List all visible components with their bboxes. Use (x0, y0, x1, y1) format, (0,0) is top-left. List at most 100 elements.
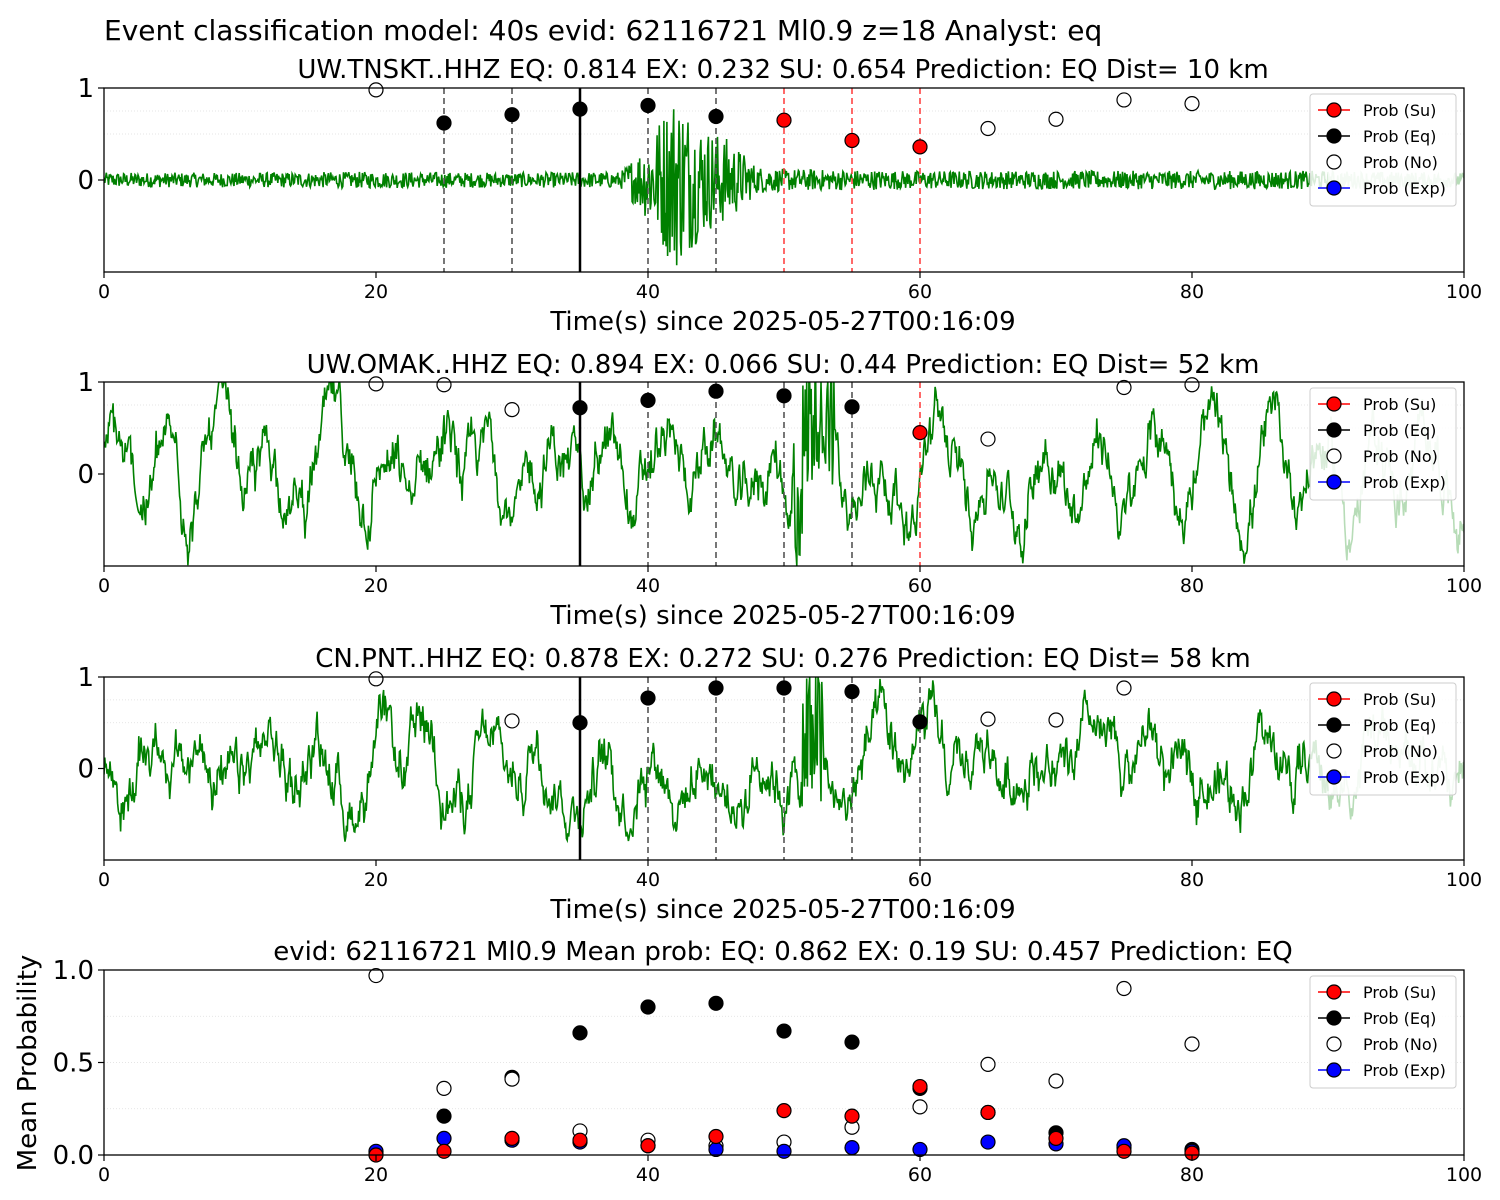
prob-marker-probno (504, 713, 520, 729)
x-tick-label: 60 (908, 1164, 932, 1186)
panel-station-tnskt: UW.TNSKT..HHZ EQ: 0.814 EX: 0.232 SU: 0.… (77, 55, 1482, 337)
prob-marker-probeq (640, 690, 656, 706)
x-tick-label: 80 (1180, 869, 1204, 891)
prob-marker-probsu (504, 1130, 520, 1146)
prob-marker-probno (1048, 1073, 1064, 1089)
legend-label-eq: Prob (Eq) (1363, 127, 1436, 146)
prob-marker-probexp (844, 1139, 860, 1156)
x-tick-label: 60 (908, 869, 932, 891)
prob-marker-probexp (912, 1141, 928, 1158)
prob-marker-probsu (1048, 1130, 1064, 1146)
x-tick-label: 40 (636, 869, 660, 891)
x-tick-label: 80 (1180, 1164, 1204, 1186)
x-tick-label: 80 (1180, 575, 1204, 597)
x-tick-label: 0 (98, 1164, 110, 1186)
legend-label-no: Prob (No) (1363, 1035, 1438, 1054)
x-axis-label: Time(s) since 2025-05-27T00:16:09 (549, 307, 1015, 337)
x-tick-label: 20 (364, 869, 388, 891)
prob-marker-probno (980, 711, 996, 727)
legend-box (1309, 682, 1457, 796)
prob-marker-probeq (640, 999, 656, 1015)
prob-marker-probno (1048, 712, 1064, 728)
prob-marker-probno (368, 967, 384, 984)
prob-marker-probsu (640, 1138, 656, 1154)
legend-marker (1326, 743, 1342, 759)
prob-marker-probsu (912, 425, 928, 441)
y-tick-label: 0 (77, 166, 94, 196)
legend-label-no: Prob (No) (1363, 447, 1438, 466)
prob-marker-probsu (912, 1078, 928, 1095)
prob-marker-probeq (436, 1108, 452, 1124)
prob-marker-probsu (980, 1104, 996, 1121)
prob-marker-probsu (844, 132, 860, 149)
y-tick-label: 0.0 (53, 1141, 94, 1171)
prob-marker-probno (1184, 1036, 1200, 1052)
x-tick-label: 60 (908, 281, 932, 303)
prob-marker-probno (1184, 96, 1200, 112)
prob-marker-probeq (572, 1025, 588, 1041)
legend-marker (1326, 717, 1342, 733)
legend-label-eq: Prob (Eq) (1363, 421, 1436, 440)
panel-title: UW.OMAK..HHZ EQ: 0.894 EX: 0.066 SU: 0.4… (307, 350, 1260, 380)
prob-marker-probeq (776, 680, 792, 696)
prob-marker-probeq (572, 715, 588, 731)
prob-marker-probno (912, 1099, 928, 1115)
prob-marker-probno (504, 402, 520, 418)
x-tick-label: 40 (636, 281, 660, 303)
x-tick-label: 20 (364, 1164, 388, 1186)
prob-marker-probeq (708, 108, 724, 125)
prob-marker-probexp (708, 1141, 724, 1158)
prob-marker-probsu (844, 1108, 860, 1124)
legend-label-su: Prob (Su) (1363, 983, 1436, 1002)
prob-marker-probeq (708, 383, 724, 399)
x-tick-label: 20 (364, 281, 388, 303)
prob-marker-probno (1116, 980, 1132, 997)
prob-marker-probeq (844, 1034, 860, 1050)
legend-label-su: Prob (Su) (1363, 690, 1436, 709)
x-tick-label: 100 (1446, 281, 1482, 303)
legend-label-no: Prob (No) (1363, 742, 1438, 761)
prob-marker-probsu (776, 1102, 792, 1119)
legend-marker (1326, 1062, 1342, 1078)
prob-marker-probno (436, 377, 452, 393)
prob-marker-probno (980, 431, 996, 447)
legend-marker (1326, 984, 1342, 1000)
prob-marker-probsu (572, 1132, 588, 1148)
prob-marker-probeq (504, 107, 520, 123)
prob-marker-probno (1116, 379, 1132, 396)
prob-marker-probeq (844, 399, 860, 415)
prob-marker-probno (368, 82, 384, 98)
prob-marker-probeq (776, 1023, 792, 1039)
legend-label-exp: Prob (Exp) (1363, 1061, 1446, 1080)
prob-marker-probsu (436, 1143, 452, 1159)
x-tick-label: 100 (1446, 1164, 1482, 1186)
prob-marker-probno (980, 1056, 996, 1072)
legend-marker (1326, 474, 1342, 490)
prob-marker-probeq (572, 101, 588, 117)
prob-marker-probeq (640, 97, 656, 114)
prob-marker-probno (436, 1080, 452, 1097)
x-tick-label: 80 (1180, 281, 1204, 303)
panel-station-omak: UW.OMAK..HHZ EQ: 0.894 EX: 0.066 SU: 0.4… (77, 350, 1482, 631)
y-tick-label: 1 (77, 368, 94, 398)
y-tick-label: 0.5 (53, 1049, 94, 1079)
legend-label-su: Prob (Su) (1363, 395, 1436, 414)
legend-label-exp: Prob (Exp) (1363, 768, 1446, 787)
prob-marker-probno (1116, 680, 1132, 696)
x-tick-label: 40 (636, 1164, 660, 1186)
legend-label-eq: Prob (Eq) (1363, 1009, 1436, 1028)
legend-marker (1326, 1036, 1342, 1052)
prob-marker-probeq (776, 388, 792, 404)
prob-marker-probexp (436, 1130, 452, 1146)
y-tick-label: 0 (77, 755, 94, 785)
legend-label-exp: Prob (Exp) (1363, 179, 1446, 198)
x-tick-label: 0 (98, 281, 110, 303)
x-axis-label: Time(s) since 2025-05-27T00:16:09 (549, 601, 1015, 631)
panel-title: UW.TNSKT..HHZ EQ: 0.814 EX: 0.232 SU: 0.… (297, 55, 1268, 85)
legend-label-no: Prob (No) (1363, 153, 1438, 172)
prob-marker-probeq (912, 714, 928, 730)
prob-marker-probno (1048, 111, 1064, 127)
legend-box (1309, 93, 1457, 207)
legend-box (1309, 387, 1457, 501)
